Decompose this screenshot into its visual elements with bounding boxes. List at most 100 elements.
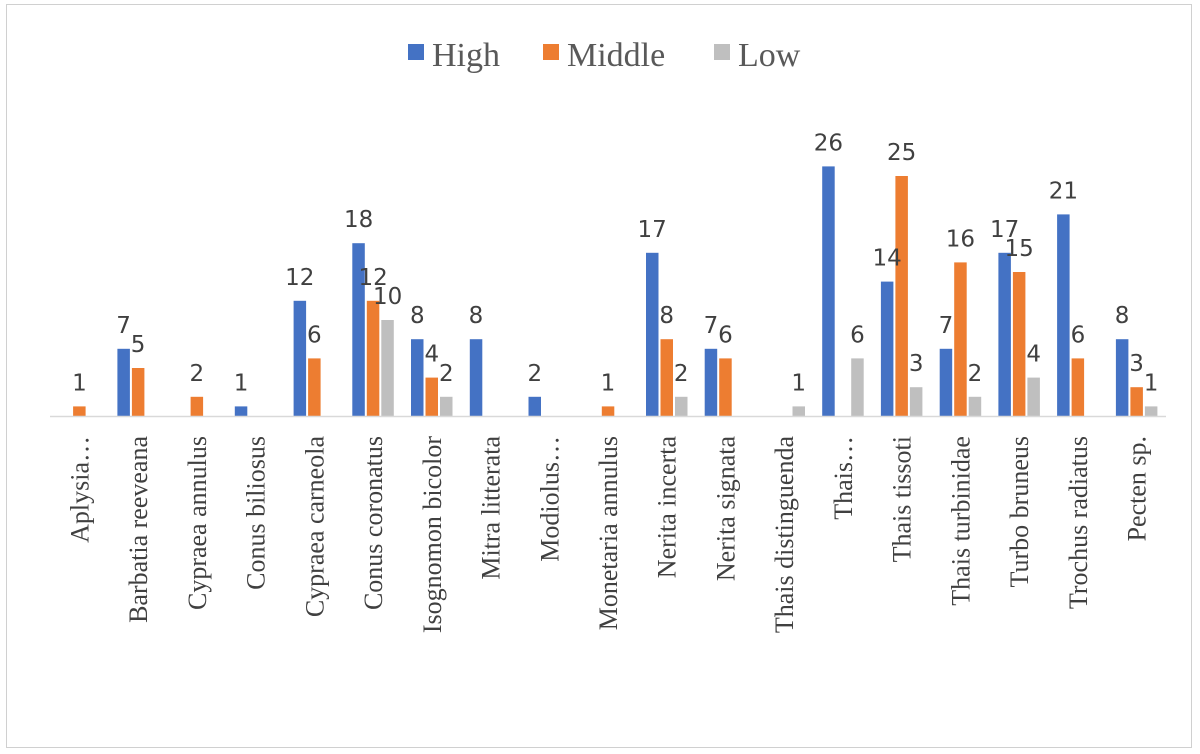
category-label-3: Conus biliosus [242,436,271,590]
bar-low-5 [381,320,394,416]
category-label-18: Pecten sp. [1123,436,1152,541]
bar-high-14 [880,281,894,416]
bar-high-18 [1115,339,1129,416]
bar-middle-18 [1130,387,1143,416]
category-label-16: Turbo bruneus [1005,436,1034,587]
bar-high-16 [998,252,1011,416]
data-label-low-12: 1 [791,370,806,396]
data-label-middle-16: 15 [1005,236,1034,262]
category-label-12: Thais distinguenda [770,436,799,634]
data-label-low-16: 4 [1026,342,1041,368]
bar-high-7 [469,339,483,416]
data-label-high-15: 7 [939,313,954,339]
category-label-4: Cypraea carneola [300,436,329,618]
legend-label-middle: Middle [567,37,665,74]
bar-high-5 [352,243,365,416]
category-label-13: Thais… [829,436,858,520]
bar-high-1 [117,348,130,416]
bar-middle-9 [601,406,615,416]
category-label-0: Aplysia… [65,436,94,543]
bar-middle-10 [660,339,673,416]
chart-frame [6,4,1192,748]
bar-low-12 [792,406,805,416]
data-label-middle-18: 3 [1129,351,1144,377]
data-label-middle-15: 16 [946,226,975,252]
data-label-middle-9: 1 [601,370,616,396]
bars [73,166,1158,416]
data-label-high-17: 21 [1049,178,1078,204]
category-label-8: Modiolus… [535,436,564,562]
bar-low-16 [1027,377,1040,416]
data-label-low-6: 2 [439,361,454,387]
bar-high-8 [528,396,541,416]
bar-high-15 [939,348,953,416]
bar-high-6 [411,339,424,416]
bar-high-4 [293,300,307,416]
category-label-7: Mitra litterata [477,436,506,580]
data-label-high-10: 17 [638,217,667,243]
bar-low-15 [968,396,982,416]
bar-middle-6 [425,377,438,416]
category-label-10: Nerita incerta [653,436,682,579]
category-label-1: Barbatia reeveana [124,436,153,623]
data-label-middle-10: 8 [659,303,674,329]
data-label-low-18: 1 [1144,370,1159,396]
data-label-high-4: 12 [285,265,314,291]
bar-middle-14 [895,176,908,416]
bar-high-11 [704,348,718,416]
data-label-high-11: 7 [704,313,719,339]
data-label-low-10: 2 [674,361,689,387]
category-label-14: Thais tissoti [888,436,917,562]
data-label-middle-4: 6 [307,322,322,348]
data-label-high-7: 8 [469,303,484,329]
data-label-high-14: 14 [873,246,902,272]
bar-high-10 [646,252,659,416]
legend-item-low: Low [714,37,801,74]
data-label-high-6: 8 [410,303,425,329]
data-label-low-13: 6 [850,322,865,348]
category-label-15: Thais turbinidae [946,436,975,606]
bar-middle-2 [190,396,204,416]
bar-middle-11 [719,358,732,416]
data-label-middle-17: 6 [1071,322,1086,348]
data-label-high-3: 1 [234,370,249,396]
legend-label-high: High [432,37,500,74]
category-label-9: Monetaria annulus [594,436,623,630]
bar-low-13 [851,358,864,416]
category-label-5: Conus coronatus [359,436,388,610]
bar-middle-5 [366,300,380,416]
data-label-high-5: 18 [344,207,373,233]
legend-swatch-high [408,44,424,60]
category-label-6: Isognomon bicolor [418,436,447,633]
bar-middle-17 [1071,358,1085,416]
data-label-middle-1: 5 [131,332,146,358]
legend-item-middle: Middle [543,37,665,74]
data-label-middle-0: 1 [72,370,87,396]
bar-high-17 [1057,214,1070,416]
bar-low-10 [675,396,688,416]
data-label-middle-14: 25 [887,140,916,166]
bar-high-13 [822,166,835,416]
bar-middle-15 [954,262,967,416]
category-label-2: Cypraea annulus [183,436,212,610]
data-label-middle-2: 2 [189,361,204,387]
bar-low-6 [440,396,453,416]
legend: High Middle Low [408,37,801,74]
bar-middle-1 [131,368,145,416]
data-label-high-8: 2 [527,361,542,387]
bar-middle-4 [308,358,321,416]
data-label-middle-5: 12 [358,265,387,291]
data-label-middle-6: 4 [424,342,439,368]
legend-swatch-middle [543,44,559,60]
legend-label-low: Low [738,37,801,74]
data-label-low-15: 2 [968,361,983,387]
bar-middle-16 [1012,272,1026,416]
category-label-11: Nerita signata [712,436,741,582]
data-label-high-16: 17 [990,217,1019,243]
category-label-17: Trochus radiatus [1064,436,1093,609]
legend-item-high: High [408,37,500,74]
bar-low-14 [909,387,923,416]
data-label-high-13: 26 [814,130,843,156]
